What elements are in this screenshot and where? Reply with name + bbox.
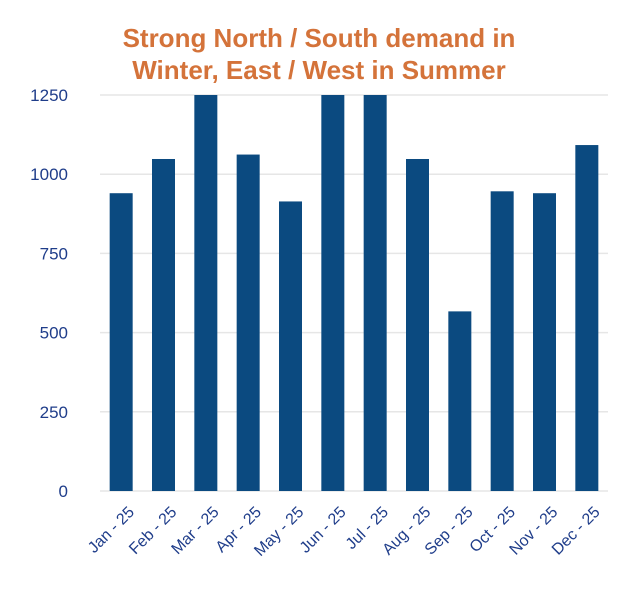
bar-nov-25 [533,193,556,491]
bar-aug-25 [406,158,429,492]
y-tick-label: 1250 [30,86,68,105]
bar-apr-25 [236,154,260,491]
bar-feb-25 [152,158,175,492]
bar-may-25 [279,201,302,491]
bar-jul-25 [363,95,387,491]
chart-title-line-1: Strong North / South demand in [122,23,516,53]
chart-title-line-2: Winter, East / West in Summer [132,55,506,85]
y-tick-label: 500 [40,324,68,343]
bar-oct-25 [490,191,514,492]
y-tick-label: 1000 [30,165,68,184]
bar-sep-25 [448,311,472,491]
x-tick-label: Jun - 25 [297,504,350,557]
bar-mar-25 [194,95,218,491]
chart-title: Strong North / South demand in Winter, E… [0,22,638,86]
y-tick-label: 0 [59,482,68,501]
bar-jun-25 [321,95,345,491]
x-tick-label: Mar - 25 [169,504,223,558]
bar-dec-25 [575,145,599,492]
y-tick-label: 750 [40,244,68,263]
bar-jan-25 [109,193,133,491]
y-tick-label: 250 [40,403,68,422]
